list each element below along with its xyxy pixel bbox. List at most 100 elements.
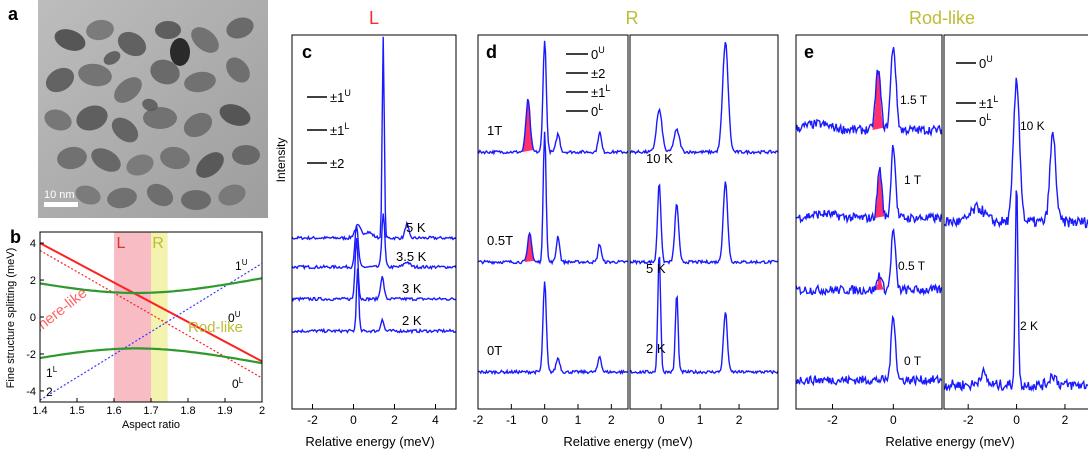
panel-c-xticks: -2 0 2 4 <box>307 404 439 427</box>
nanoparticle <box>181 190 211 210</box>
spectrum-trace <box>478 131 628 266</box>
spectrum-trace <box>796 47 942 137</box>
panel-e-left-frame <box>795 34 943 410</box>
b-xtick-label: 1.9 <box>217 405 232 417</box>
panel-e-right-trace-labels: 10 K 2 K <box>1020 119 1045 333</box>
nanoparticles <box>44 17 260 210</box>
trace-label: 10 K <box>646 151 673 166</box>
panel-e-right-xticks: -2 0 2 <box>963 404 1069 427</box>
trace-label: 0T <box>487 343 502 358</box>
xtick-label: 4 <box>432 413 439 427</box>
panel-b-xlabel: Aspect ratio <box>122 419 180 431</box>
nanoparticle <box>142 98 158 112</box>
trace-label: 1T <box>487 123 502 138</box>
panel-c-letter: c <box>302 42 312 62</box>
legend-label: ±2 <box>591 66 605 81</box>
nanoparticle <box>78 63 112 87</box>
spectrum-trace <box>478 40 628 156</box>
dark-exciton-highlight <box>522 100 534 152</box>
panel-d-header: R <box>626 8 639 28</box>
xtick-label: 2 <box>391 413 398 427</box>
xtick-label: 0 <box>350 413 357 427</box>
panel-e-left-xticks: -2 0 <box>827 404 897 427</box>
label-one-l: 1L <box>46 365 58 380</box>
trace-label: 5 K <box>406 220 426 235</box>
trace-label: 3 K <box>402 281 422 296</box>
panel-c-traces <box>292 36 456 335</box>
b-xtick-label: 2 <box>259 405 265 417</box>
trace-label: 5 K <box>646 261 666 276</box>
trace-label: 10 K <box>1020 119 1045 133</box>
trace-label: 3.5 K <box>396 249 427 264</box>
nanoparticle <box>86 19 114 41</box>
spectrum-trace <box>292 238 456 303</box>
dark-particle <box>170 38 190 66</box>
spectrum-trace <box>796 227 942 297</box>
nanoparticle <box>76 105 108 131</box>
band-R-label: R <box>152 235 164 252</box>
band-L <box>114 232 151 402</box>
nanoparticle <box>226 17 254 39</box>
spectrum-trace <box>630 181 778 266</box>
panel-d-left-xticks: -2 -1 0 1 2 <box>473 404 615 427</box>
panel-e-xlabel: Relative energy (meV) <box>885 434 1014 449</box>
panel-b-yticks: 4 2 0 -2 -4 <box>26 238 44 398</box>
b-xtick-label: 1.5 <box>69 405 84 417</box>
xtick-label: -1 <box>506 413 517 427</box>
nanoparticle <box>114 77 142 103</box>
label-zero-l: 0L <box>232 376 244 391</box>
b-ytick-label: 4 <box>30 238 36 250</box>
nanoparticle <box>232 145 260 165</box>
nanoparticle <box>126 154 154 176</box>
nanoparticle <box>226 57 250 83</box>
panel-d-right-xticks: 0 1 2 <box>658 404 743 427</box>
panel-b-letter: b <box>10 227 21 247</box>
b-xtick-label: 1.4 <box>32 405 47 417</box>
b-xtick-label: 1.8 <box>180 405 195 417</box>
panel-e-left-trace-labels: 1.5 T 1 T 0.5 T 0 T <box>898 93 928 368</box>
panel-d-right-trace-labels: 10 K 5 K 2 K <box>646 151 673 356</box>
nanoparticle <box>44 109 72 131</box>
panel-c-legend: ±1U ±1L ±2 <box>307 88 351 171</box>
xtick-label: 2 <box>1062 413 1069 427</box>
spectrum-trace <box>944 190 1088 393</box>
panel-c-frame <box>291 34 457 410</box>
trace-label: 2 K <box>402 313 422 328</box>
label-two: 2 <box>46 385 53 399</box>
legend-label: ±1L <box>979 94 998 111</box>
trace-label: 0 T <box>904 354 922 368</box>
nanoparticle <box>117 31 147 57</box>
scale-bar <box>44 202 78 207</box>
panel-c-ylabel: Intensity <box>274 138 288 183</box>
nanoparticle <box>150 59 180 85</box>
panel-c-trace-labels: 5 K 3.5 K 3 K 2 K <box>396 220 427 328</box>
xtick-label: -2 <box>307 413 318 427</box>
spectrum-trace <box>292 268 456 335</box>
panel-d-right-traces <box>630 41 778 375</box>
spectrum-trace <box>630 41 778 156</box>
spectrum-trace <box>292 213 456 271</box>
nanoparticle <box>191 27 219 53</box>
panel-e-letter: e <box>804 42 814 62</box>
one-u-curve <box>40 277 262 295</box>
band-R <box>151 232 168 402</box>
dark-exciton-highlight <box>875 276 884 290</box>
rod-like-label: Rod-like <box>188 319 243 336</box>
panel-e-header: Rod-like <box>909 8 975 28</box>
dark-exciton-highlight <box>524 232 535 262</box>
xtick-label: 1 <box>697 413 704 427</box>
nanoparticle <box>91 148 121 172</box>
band-L-label: L <box>117 235 126 252</box>
xtick-label: 0 <box>658 413 665 427</box>
panel-e-right-frame <box>943 34 1088 410</box>
nanoparticle <box>111 117 139 143</box>
label-one-u: 1U <box>235 258 248 273</box>
b-xtick-label: 1.7 <box>143 405 158 417</box>
trace-label: 0.5 T <box>898 259 926 273</box>
nanoparticle <box>218 184 246 206</box>
spectrum-trace <box>292 36 456 241</box>
dark-exciton-highlight <box>874 173 885 218</box>
trace-label: 2 K <box>1020 319 1038 333</box>
